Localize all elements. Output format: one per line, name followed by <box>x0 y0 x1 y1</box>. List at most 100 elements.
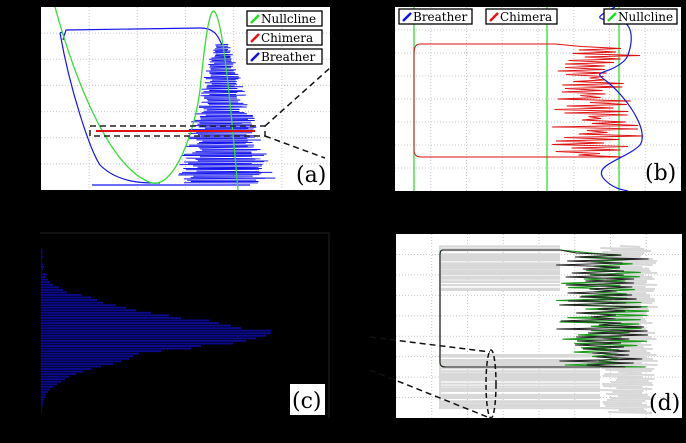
legend-swatch <box>250 14 260 24</box>
histogram-bar <box>41 319 209 322</box>
panel-b: Breather Chimera Nullcline (b) <box>395 6 681 192</box>
histogram-bar <box>41 362 113 365</box>
histogram-bar <box>41 311 151 314</box>
histogram-bar <box>41 288 63 291</box>
histogram-bar <box>41 258 42 261</box>
histogram-bar <box>41 391 48 393</box>
legend-label: Breather <box>413 10 467 24</box>
histogram-bar <box>41 299 97 302</box>
histogram-bar <box>41 327 241 330</box>
histogram-bar <box>41 293 81 296</box>
panel-a: Nullcline Chimera Breather (a) <box>41 6 331 191</box>
breather-noise <box>178 43 276 184</box>
histogram-bar <box>41 324 231 327</box>
histogram-bar <box>41 398 44 401</box>
legend-swatch <box>607 12 617 22</box>
legend-item-box <box>398 8 473 25</box>
histogram-bar <box>41 304 116 307</box>
histogram-bar <box>41 365 101 368</box>
histogram-bar <box>41 276 46 279</box>
panel-label-a: (a) <box>296 163 326 188</box>
histogram-bar <box>41 255 43 258</box>
histogram-bar <box>41 314 169 317</box>
panel-label-b: (b) <box>645 161 676 186</box>
histogram-bar <box>41 291 67 294</box>
legend-item-box <box>246 48 323 65</box>
histogram-bar <box>41 388 50 391</box>
histogram-bar <box>41 352 139 355</box>
histogram-bar <box>41 357 129 360</box>
histogram-bar <box>41 401 43 404</box>
legend-label: Nullcline <box>618 10 673 24</box>
histogram-bar <box>41 268 43 271</box>
histogram-bar <box>41 250 43 253</box>
histogram-bar <box>41 253 42 256</box>
histogram-bar <box>41 393 46 396</box>
histogram-bar <box>41 248 42 250</box>
histogram-bar <box>41 342 233 345</box>
histogram-bar <box>41 260 42 263</box>
histogram-bar <box>41 380 61 383</box>
histogram-bar <box>41 286 59 289</box>
histogram-bar <box>41 396 45 399</box>
histogram-bar <box>41 350 161 353</box>
histogram-bar <box>41 375 69 378</box>
histogram-bar <box>41 370 83 373</box>
ellipse-line-lower <box>369 369 491 419</box>
legend-label: Breather <box>261 50 315 64</box>
panel-label-c-box <box>290 384 325 415</box>
histogram-bar <box>41 345 201 347</box>
histogram-bar <box>41 301 103 304</box>
trajectory-black <box>439 249 649 368</box>
histogram-bar <box>41 406 42 409</box>
histogram-bar <box>41 408 42 411</box>
histogram-bars <box>41 248 271 414</box>
legend-label: Chimera <box>500 10 552 24</box>
panel-label-d: (d) <box>649 391 680 416</box>
histogram-bar <box>41 316 181 319</box>
histogram-bar <box>41 265 44 268</box>
histogram-bar <box>41 322 219 325</box>
histogram-bar <box>41 411 42 414</box>
histogram-bar <box>41 334 266 337</box>
histogram-bar <box>41 383 57 386</box>
histogram-bar <box>41 378 65 381</box>
histogram-bar <box>41 309 136 312</box>
breather-curve <box>59 27 250 186</box>
zoom-box <box>89 125 266 137</box>
histogram-bar <box>41 368 91 370</box>
histogram-bar <box>41 296 91 299</box>
ellipse-line-upper <box>369 336 491 353</box>
highlight-ellipse <box>485 349 497 419</box>
histogram-bar <box>41 385 53 388</box>
histogram-bar <box>41 263 43 266</box>
legend-item-box <box>485 8 558 25</box>
panel-b-grid <box>395 7 681 191</box>
panel-c: (c) <box>40 232 330 418</box>
legend-swatch <box>489 12 499 22</box>
panel-label-c: (c) <box>292 389 322 414</box>
chimera-loop <box>413 43 644 158</box>
histogram-bar <box>41 278 48 281</box>
histogram-bar <box>41 306 126 309</box>
zoom-line-lower <box>264 135 326 159</box>
histogram-bar <box>41 270 42 273</box>
histogram-bar <box>41 355 133 358</box>
legend-label: Nullcline <box>261 12 316 26</box>
histogram-bar <box>41 332 271 335</box>
histogram-bar <box>41 337 256 340</box>
legend-item-box <box>246 29 323 46</box>
histogram-bar <box>41 283 53 286</box>
legend-swatch <box>250 52 260 62</box>
legend-swatch <box>250 33 260 43</box>
legend-label: Chimera <box>261 31 313 45</box>
histogram-bar <box>41 329 271 332</box>
histogram-bar <box>41 403 43 406</box>
legend-b: Breather Chimera Nullcline <box>398 8 678 25</box>
legend-item-box <box>246 10 323 27</box>
histogram-bar <box>41 360 121 363</box>
legend-swatch <box>402 12 412 22</box>
histogram-bar <box>41 273 47 276</box>
zoom-line-upper <box>264 67 331 127</box>
